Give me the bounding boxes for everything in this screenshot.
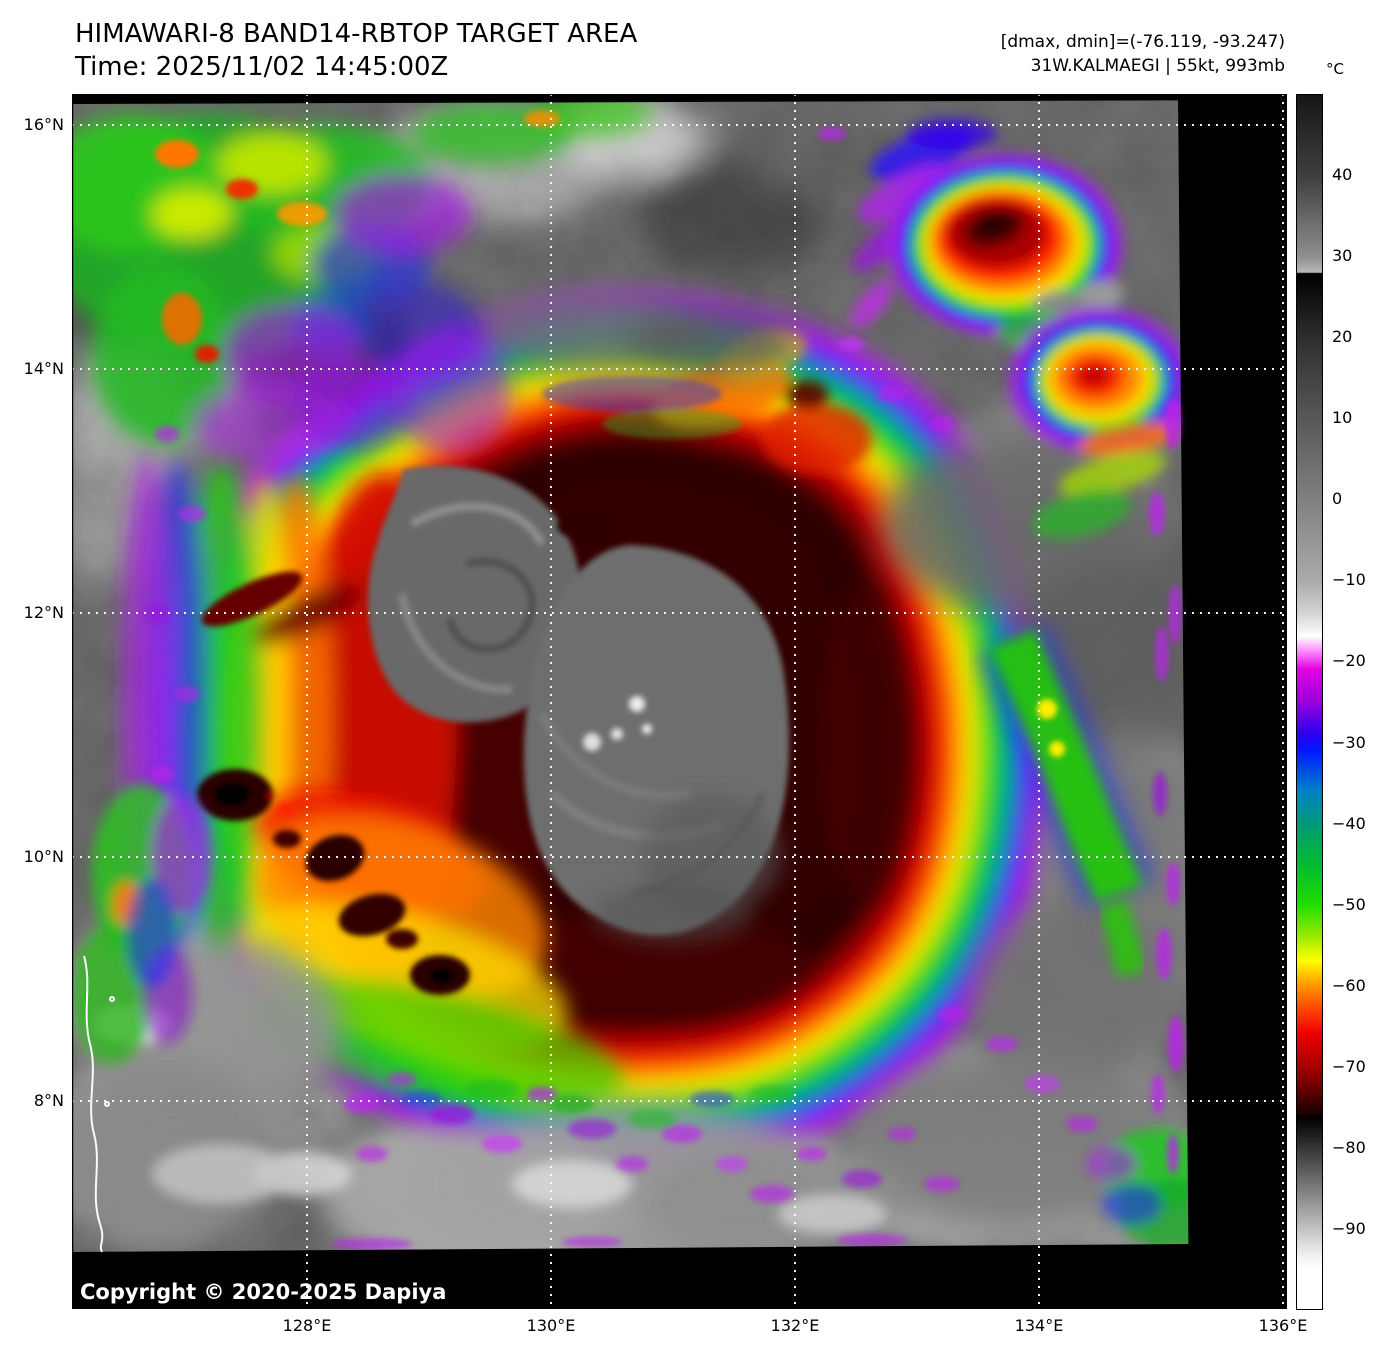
copyright-label: Copyright © 2020-2025 Dapiya bbox=[80, 1280, 446, 1304]
east-green-streak bbox=[975, 622, 1158, 978]
coastline bbox=[83, 955, 115, 1253]
no-data-regions bbox=[72, 94, 1287, 1309]
lon-tick-label: 130°E bbox=[526, 1316, 576, 1335]
lon-tick-label: 132°E bbox=[770, 1316, 820, 1335]
colorbar-tick-label: −40 bbox=[1332, 813, 1366, 833]
lon-tick-label: 128°E bbox=[282, 1316, 332, 1335]
southeast-green-blob bbox=[1087, 1129, 1237, 1249]
lat-tick-label: 12°N bbox=[23, 603, 64, 622]
annotation-block: [dmax, dmin]=(-76.119, -93.247) 31W.KALM… bbox=[1001, 30, 1285, 78]
lon-tick-label: 136°E bbox=[1258, 1316, 1308, 1335]
map-border bbox=[72, 94, 1287, 1309]
lat-tick-label: 16°N bbox=[23, 115, 64, 134]
eye-region bbox=[368, 465, 790, 944]
colorbar-tick-label: −80 bbox=[1332, 1137, 1366, 1157]
colorbar-tick-label: 30 bbox=[1332, 246, 1353, 266]
colorbar-tick-label: −10 bbox=[1332, 570, 1366, 590]
colorbar-unit-label: °C bbox=[1326, 60, 1344, 78]
northwest-green-field bbox=[72, 94, 652, 464]
west-edge-band bbox=[72, 784, 212, 1064]
lat-tick-label: 8°N bbox=[33, 1091, 64, 1110]
title-block: HIMAWARI-8 BAND14-RBTOP TARGET AREA Time… bbox=[75, 18, 637, 84]
northeast-cluster bbox=[850, 118, 1192, 539]
page-title: HIMAWARI-8 BAND14-RBTOP TARGET AREA bbox=[75, 19, 638, 49]
small-green-blue-bits bbox=[402, 376, 794, 1129]
lat-tick-label: 14°N bbox=[23, 359, 64, 378]
lon-tick-label: 134°E bbox=[1014, 1316, 1064, 1335]
colorbar-tick-label: 10 bbox=[1332, 408, 1353, 428]
storm-info-label: 31W.KALMAEGI | 55kt, 993mb bbox=[1030, 56, 1285, 76]
satellite-map: Copyright © 2020-2025 Dapiya bbox=[72, 94, 1287, 1309]
northwest-hot-spots bbox=[155, 111, 560, 363]
satellite-image: Copyright © 2020-2025 Dapiya bbox=[72, 94, 1287, 1309]
colorbar-tick-label: 40 bbox=[1332, 165, 1353, 185]
colorbar-tick-label: −20 bbox=[1332, 651, 1366, 671]
lat-tick-label: 10°N bbox=[23, 847, 64, 866]
colorbar-tick-label: −60 bbox=[1332, 975, 1366, 995]
eye-white-dots bbox=[583, 696, 652, 751]
colorbar bbox=[1296, 94, 1323, 1310]
eyewall-notch bbox=[557, 513, 617, 539]
dmax-dmin-label: [dmax, dmin]=(-76.119, -93.247) bbox=[1000, 32, 1285, 52]
colorbar-tick-label: −30 bbox=[1332, 732, 1366, 752]
colorbar-tick-label: −70 bbox=[1332, 1056, 1366, 1076]
data-edge-fringe bbox=[1165, 399, 1184, 1174]
colorbar-tick-label: 20 bbox=[1332, 327, 1353, 347]
overshooting-tops bbox=[197, 571, 470, 995]
colorbar-tick-label: 0 bbox=[1332, 489, 1343, 509]
purple-speckles bbox=[145, 127, 1172, 1250]
time-label: Time: 2025/11/02 14:45:00Z bbox=[75, 52, 449, 82]
colorbar-tick-label: −50 bbox=[1332, 894, 1366, 914]
colorbar-tick-label: −90 bbox=[1332, 1218, 1366, 1238]
